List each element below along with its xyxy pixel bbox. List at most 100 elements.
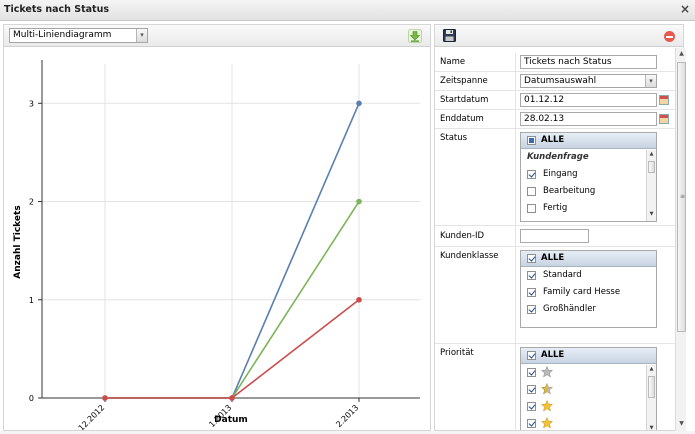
name-row: Name Tickets nach Status — [435, 53, 675, 72]
status-row: Status ALLE Kundenfrage Eingang Bearbeit… — [435, 129, 675, 226]
y-tick-label: 2 — [29, 198, 34, 207]
status-listbox: ALLE Kundenfrage Eingang Bearbeitung Fer… — [520, 132, 657, 222]
chart-series — [102, 100, 362, 401]
kundenklasse-row: Kundenklasse ALLE Standard Family card H… — [435, 247, 675, 344]
scroll-up-icon[interactable]: ▲ — [649, 151, 654, 157]
checkbox[interactable] — [527, 368, 536, 377]
checkbox[interactable] — [527, 288, 536, 297]
download-icon[interactable] — [408, 29, 422, 43]
y-tick-label: 1 — [29, 296, 34, 305]
calendar-icon[interactable] — [659, 114, 669, 124]
kundenklasse-item-grosshaendler[interactable]: Großhändler — [521, 301, 656, 318]
prioritaet-label: Priorität — [440, 348, 474, 358]
scroll-down-icon[interactable]: ▼ — [649, 425, 654, 431]
prioritaet-all-header[interactable]: ALLE — [521, 348, 656, 364]
kundenklasse-all-checkbox[interactable] — [527, 254, 536, 263]
checkbox[interactable] — [527, 385, 536, 394]
data-point — [356, 198, 362, 205]
data-point — [229, 395, 235, 401]
status-item-bearbeitung[interactable]: Bearbeitung — [521, 183, 656, 200]
window-title: Tickets nach Status — [4, 4, 110, 15]
chart-toolbar: Multi-Liniendiagramm ▾ — [4, 25, 430, 47]
star-half-icon — [541, 383, 553, 395]
startdatum-input[interactable]: 01.12.12 — [520, 93, 657, 107]
enddatum-label: Enddatum — [440, 114, 484, 124]
y-tick-label: 0 — [29, 394, 34, 403]
prioritaet-item-1[interactable] — [521, 364, 656, 381]
prioritaet-item-3[interactable] — [521, 398, 656, 415]
prioritaet-row: Priorität ALLE — [435, 344, 675, 431]
checkbox[interactable] — [527, 271, 536, 280]
status-all-checkbox[interactable] — [527, 136, 536, 145]
chevron-down-icon[interactable]: ▾ — [136, 29, 147, 42]
close-icon[interactable]: × — [679, 2, 690, 16]
zeitspanne-label: Zeitspanne — [440, 76, 488, 86]
checkbox[interactable] — [527, 204, 536, 213]
data-point — [356, 100, 362, 107]
kunden-id-input[interactable] — [520, 229, 589, 243]
status-all-label: ALLE — [541, 135, 565, 145]
save-icon[interactable] — [443, 29, 456, 42]
prioritaet-scrollbar[interactable]: ▲ ▼ — [646, 365, 656, 431]
data-point — [356, 296, 362, 303]
kundenklasse-all-header[interactable]: ALLE — [521, 251, 656, 267]
enddatum-input[interactable]: 28.02.13 — [520, 112, 657, 126]
name-label: Name — [440, 57, 466, 67]
startdatum-row: Startdatum 01.12.12 — [435, 91, 675, 110]
chevron-down-icon[interactable]: ▾ — [645, 75, 656, 87]
checkbox[interactable] — [527, 402, 536, 411]
y-tick-label: 3 — [29, 99, 34, 108]
kundenklasse-all-label: ALLE — [541, 253, 565, 263]
status-group-label: Kundenfrage — [527, 152, 589, 162]
prioritaet-all-checkbox[interactable] — [527, 351, 536, 360]
startdatum-label: Startdatum — [440, 95, 489, 105]
settings-toolbar — [435, 25, 683, 47]
checkbox[interactable] — [527, 419, 536, 428]
scroll-thumb[interactable] — [677, 62, 686, 332]
scroll-thumb[interactable] — [648, 161, 655, 173]
cancel-icon[interactable] — [664, 31, 675, 42]
scroll-thumb[interactable] — [648, 376, 655, 398]
settings-scrollbar[interactable]: ▲ ≡ ▼ — [675, 48, 686, 431]
star-gold-icon — [541, 400, 553, 412]
scroll-up-icon[interactable]: ▲ — [649, 366, 654, 372]
scroll-grip-icon: ≡ — [680, 193, 686, 200]
kundenklasse-item-family-card-hesse[interactable]: Family card Hesse — [521, 284, 656, 301]
prioritaet-all-label: ALLE — [541, 350, 565, 360]
scroll-down-icon[interactable]: ▼ — [679, 420, 684, 427]
status-item-fertig[interactable]: Fertig — [521, 200, 656, 217]
scroll-down-icon[interactable]: ▼ — [649, 211, 654, 217]
status-all-header[interactable]: ALLE — [521, 133, 656, 149]
checkbox[interactable] — [527, 170, 536, 179]
window-titlebar: Tickets nach Status × — [0, 0, 695, 21]
x-tick-label: 2.2013 — [334, 403, 360, 429]
x-tick-label: 12.2012 — [77, 403, 107, 430]
kundenklasse-item-label: Family card Hesse — [543, 287, 621, 297]
zeitspanne-select[interactable]: Datumsauswahl ▾ — [520, 74, 657, 88]
star-gray-icon — [541, 366, 553, 378]
chart-axes — [38, 60, 420, 402]
name-input[interactable]: Tickets nach Status — [520, 55, 657, 69]
chart-gridlines — [42, 64, 420, 398]
scroll-up-icon[interactable]: ▲ — [679, 50, 684, 57]
data-point — [102, 395, 108, 401]
status-item-eingang[interactable]: Eingang — [521, 166, 656, 183]
status-scrollbar[interactable]: ▲ ▼ — [646, 150, 656, 221]
enddatum-row: Enddatum 28.02.13 — [435, 110, 675, 129]
chart-type-select[interactable]: Multi-Liniendiagramm ▾ — [9, 28, 148, 43]
kundenklasse-item-standard[interactable]: Standard — [521, 267, 656, 284]
prioritaet-item-4[interactable] — [521, 415, 656, 430]
kunden-id-label: Kunden-ID — [440, 231, 485, 241]
kunden-id-row: Kunden-ID — [435, 226, 675, 247]
prioritaet-item-2[interactable] — [521, 381, 656, 398]
x-axis-label: Datum — [214, 415, 248, 425]
zeitspanne-value: Datumsauswahl — [524, 76, 597, 86]
checkbox[interactable] — [527, 187, 536, 196]
checkbox[interactable] — [527, 305, 536, 314]
calendar-icon[interactable] — [659, 95, 669, 105]
kundenklasse-item-label: Großhändler — [543, 304, 596, 314]
status-label: Status — [440, 133, 468, 143]
